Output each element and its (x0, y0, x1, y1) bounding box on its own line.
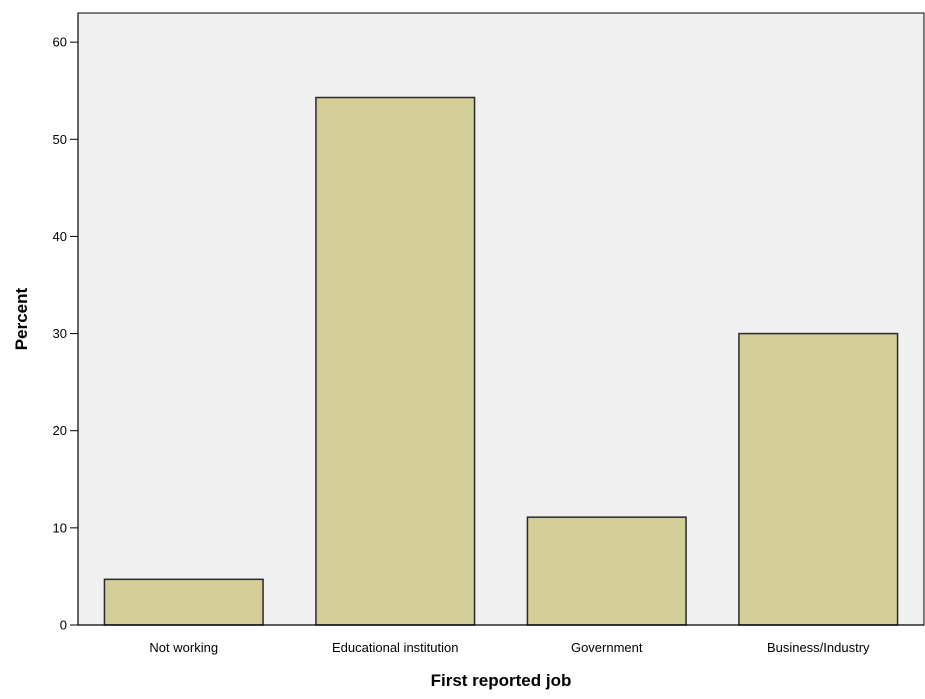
x-axis-tick-labels: Not working Educational institution Govern… (149, 640, 870, 655)
x-tick-label: Not working (149, 640, 218, 655)
bar (526, 516, 687, 626)
x-tick-label: Educational institution (332, 640, 458, 655)
y-axis-ticks: 0 10 20 30 40 50 60 (53, 35, 78, 633)
y-tick-label: 30 (53, 326, 67, 341)
y-tick-label: 10 (53, 520, 67, 535)
x-axis-title: First reported job (431, 671, 572, 690)
y-tick-label: 0 (60, 618, 67, 633)
y-tick-label: 40 (53, 229, 67, 244)
y-tick-label: 60 (53, 35, 67, 50)
y-axis-title: Percent (12, 287, 31, 350)
x-tick-label: Government (571, 640, 643, 655)
bar (103, 578, 264, 626)
bar (738, 332, 899, 626)
y-tick-label: 50 (53, 132, 67, 147)
bar (315, 96, 476, 626)
bars (103, 96, 899, 626)
y-tick-label: 20 (53, 423, 67, 438)
x-tick-label: Business/Industry (767, 640, 870, 655)
